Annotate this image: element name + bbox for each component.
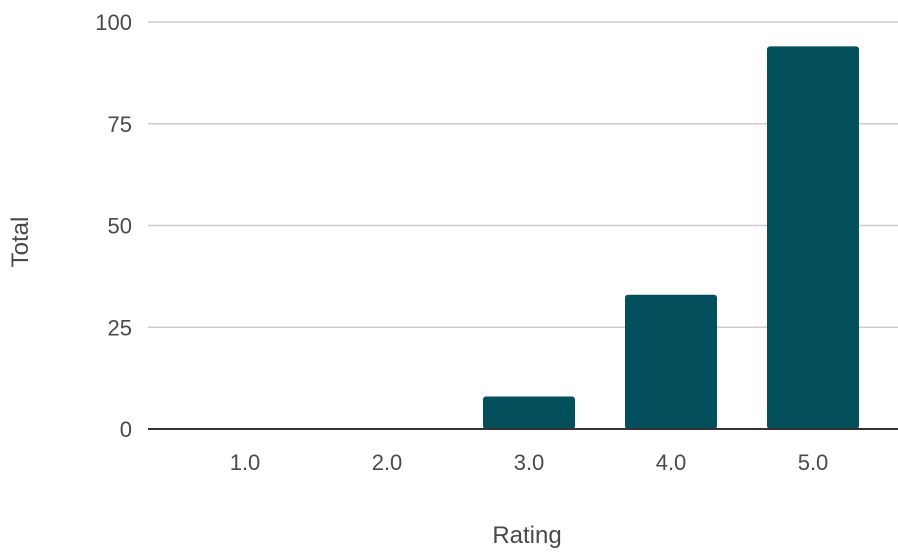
y-tick-labels: 0 25 50 75 100 [95, 10, 132, 442]
bar-5.0 [767, 46, 859, 430]
x-tick-labels: 1.0 2.0 3.0 4.0 5.0 [230, 450, 829, 475]
y-tick-label: 0 [120, 417, 132, 442]
y-tick-label: 100 [95, 10, 132, 35]
x-tick-label: 5.0 [798, 450, 829, 475]
bars [483, 46, 859, 430]
bar-3.0 [483, 396, 575, 429]
y-tick-label: 75 [108, 112, 132, 137]
x-tick-label: 4.0 [656, 450, 687, 475]
y-tick-label: 50 [108, 214, 132, 239]
x-tick-label: 3.0 [514, 450, 545, 475]
x-tick-label: 1.0 [230, 450, 261, 475]
x-axis-title: Rating [492, 522, 561, 549]
y-axis-title: Total [7, 217, 34, 268]
y-tick-label: 25 [108, 315, 132, 340]
bar-4.0 [625, 294, 717, 429]
x-tick-label: 2.0 [372, 450, 403, 475]
